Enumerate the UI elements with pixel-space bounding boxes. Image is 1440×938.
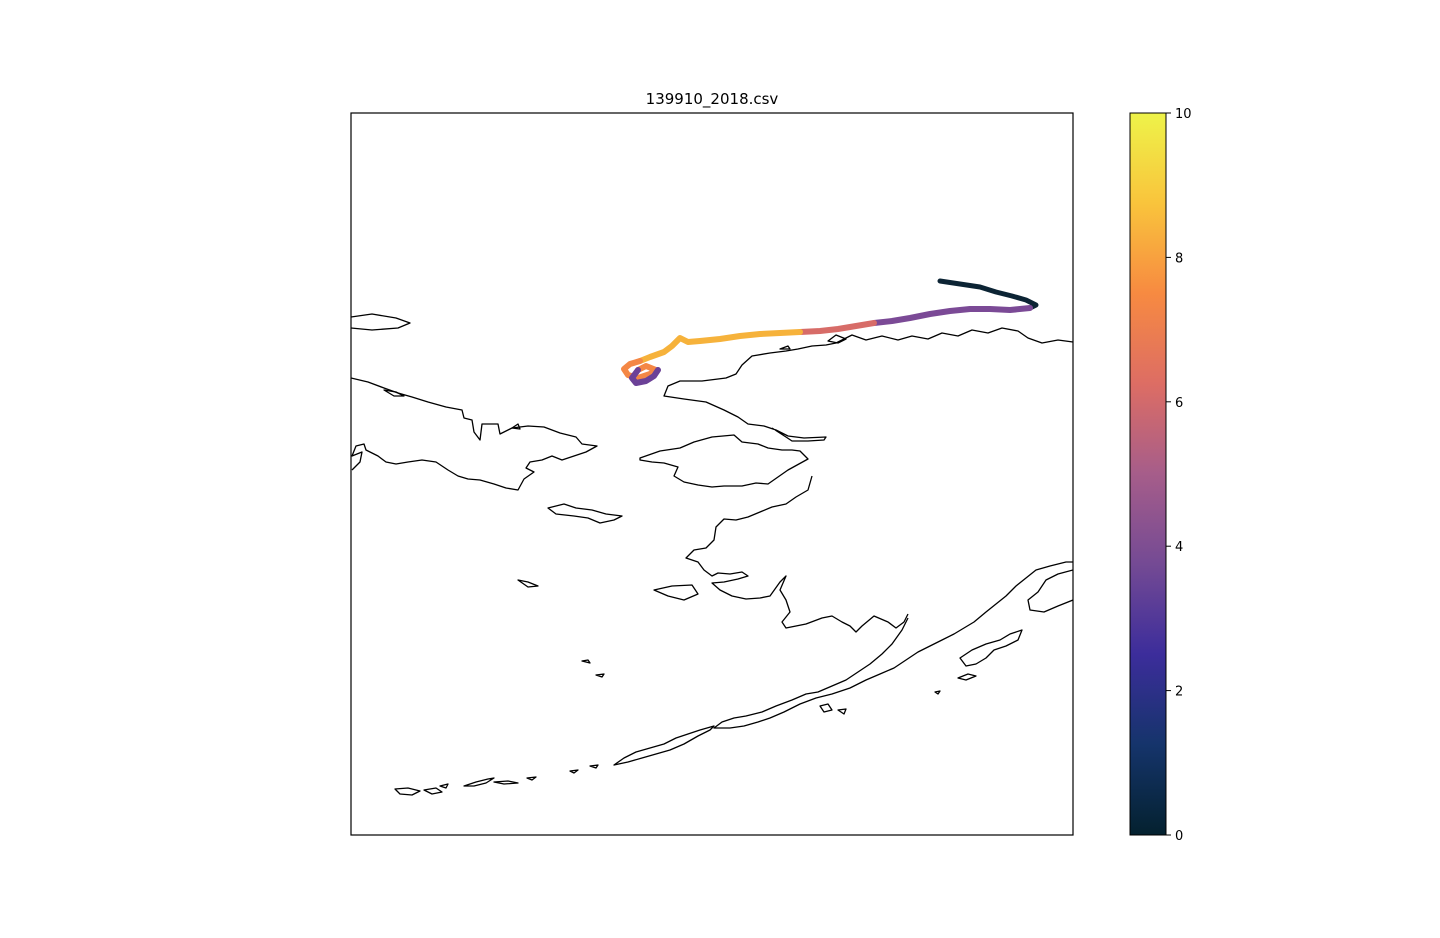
coastline-chukotka — [351, 377, 598, 491]
colorbar-tick-label: 2 — [1175, 685, 1183, 700]
coastline-aleutian-4 — [493, 780, 519, 785]
coastline-islet-5 — [934, 690, 941, 695]
track-segment — [937, 278, 1039, 311]
coastline-west-alaska — [685, 475, 909, 633]
coastline-aleutians-east — [613, 725, 715, 766]
coastline-ak-peninsula — [713, 561, 1073, 729]
coastline-aleutian-6 — [439, 783, 449, 789]
coastline-island-nw — [351, 313, 411, 331]
track-segment — [797, 320, 877, 335]
track-segment — [871, 305, 1033, 326]
coastline-aleutian-7 — [423, 787, 443, 795]
track-segment — [629, 367, 661, 386]
colorbar-tick-label: 8 — [1175, 251, 1183, 266]
coastline-st-lawrence — [547, 503, 623, 524]
colorbar-ticks: 0 2 4 6 8 10 — [1166, 107, 1192, 844]
coastline-unimak — [819, 703, 833, 713]
coastline-pribilof-1 — [581, 659, 591, 664]
coastline-shumagin — [957, 673, 977, 681]
chart-title: 139910_2018.csv — [646, 90, 779, 109]
track-segment — [621, 358, 659, 381]
colorbar: 0 2 4 6 8 10 — [1129, 107, 1192, 844]
coastline-aleutian-5 — [463, 777, 495, 787]
colorbar-tick-label: 6 — [1175, 396, 1183, 411]
coastline-islet-6 — [837, 708, 847, 715]
colorbar-tick-label: 10 — [1175, 107, 1192, 122]
map-frame — [350, 112, 1074, 836]
colorbar-gradient — [1130, 113, 1166, 835]
coastline-aleutian-8 — [394, 787, 421, 796]
coastline-islet-2 — [779, 345, 791, 350]
coastline-islet-4 — [511, 423, 521, 430]
coastline-islet-1 — [827, 334, 847, 344]
coastline-st-matthew — [517, 579, 539, 588]
map-panel — [351, 278, 1073, 796]
coastline-nunivak — [653, 584, 699, 601]
coastline-north-slope — [663, 327, 1073, 442]
coastline-islet-3 — [383, 389, 405, 397]
coastline-aleutian-2 — [569, 769, 579, 774]
coastline-aleutian-1 — [589, 764, 599, 769]
coastline-kodiak-2 — [959, 629, 1023, 667]
colorbar-frame — [1129, 112, 1167, 836]
track-segment — [637, 329, 803, 364]
colorbar-tick-label: 0 — [1175, 829, 1183, 844]
coastlines — [351, 313, 1073, 796]
colorbar-tick-label: 4 — [1175, 540, 1183, 555]
coastline-aleutian-3 — [526, 776, 537, 781]
coastline-seward — [639, 434, 809, 488]
animal-track — [621, 278, 1039, 386]
coastline-pribilof-2 — [595, 673, 605, 678]
coastline-kodiak — [1027, 569, 1073, 613]
